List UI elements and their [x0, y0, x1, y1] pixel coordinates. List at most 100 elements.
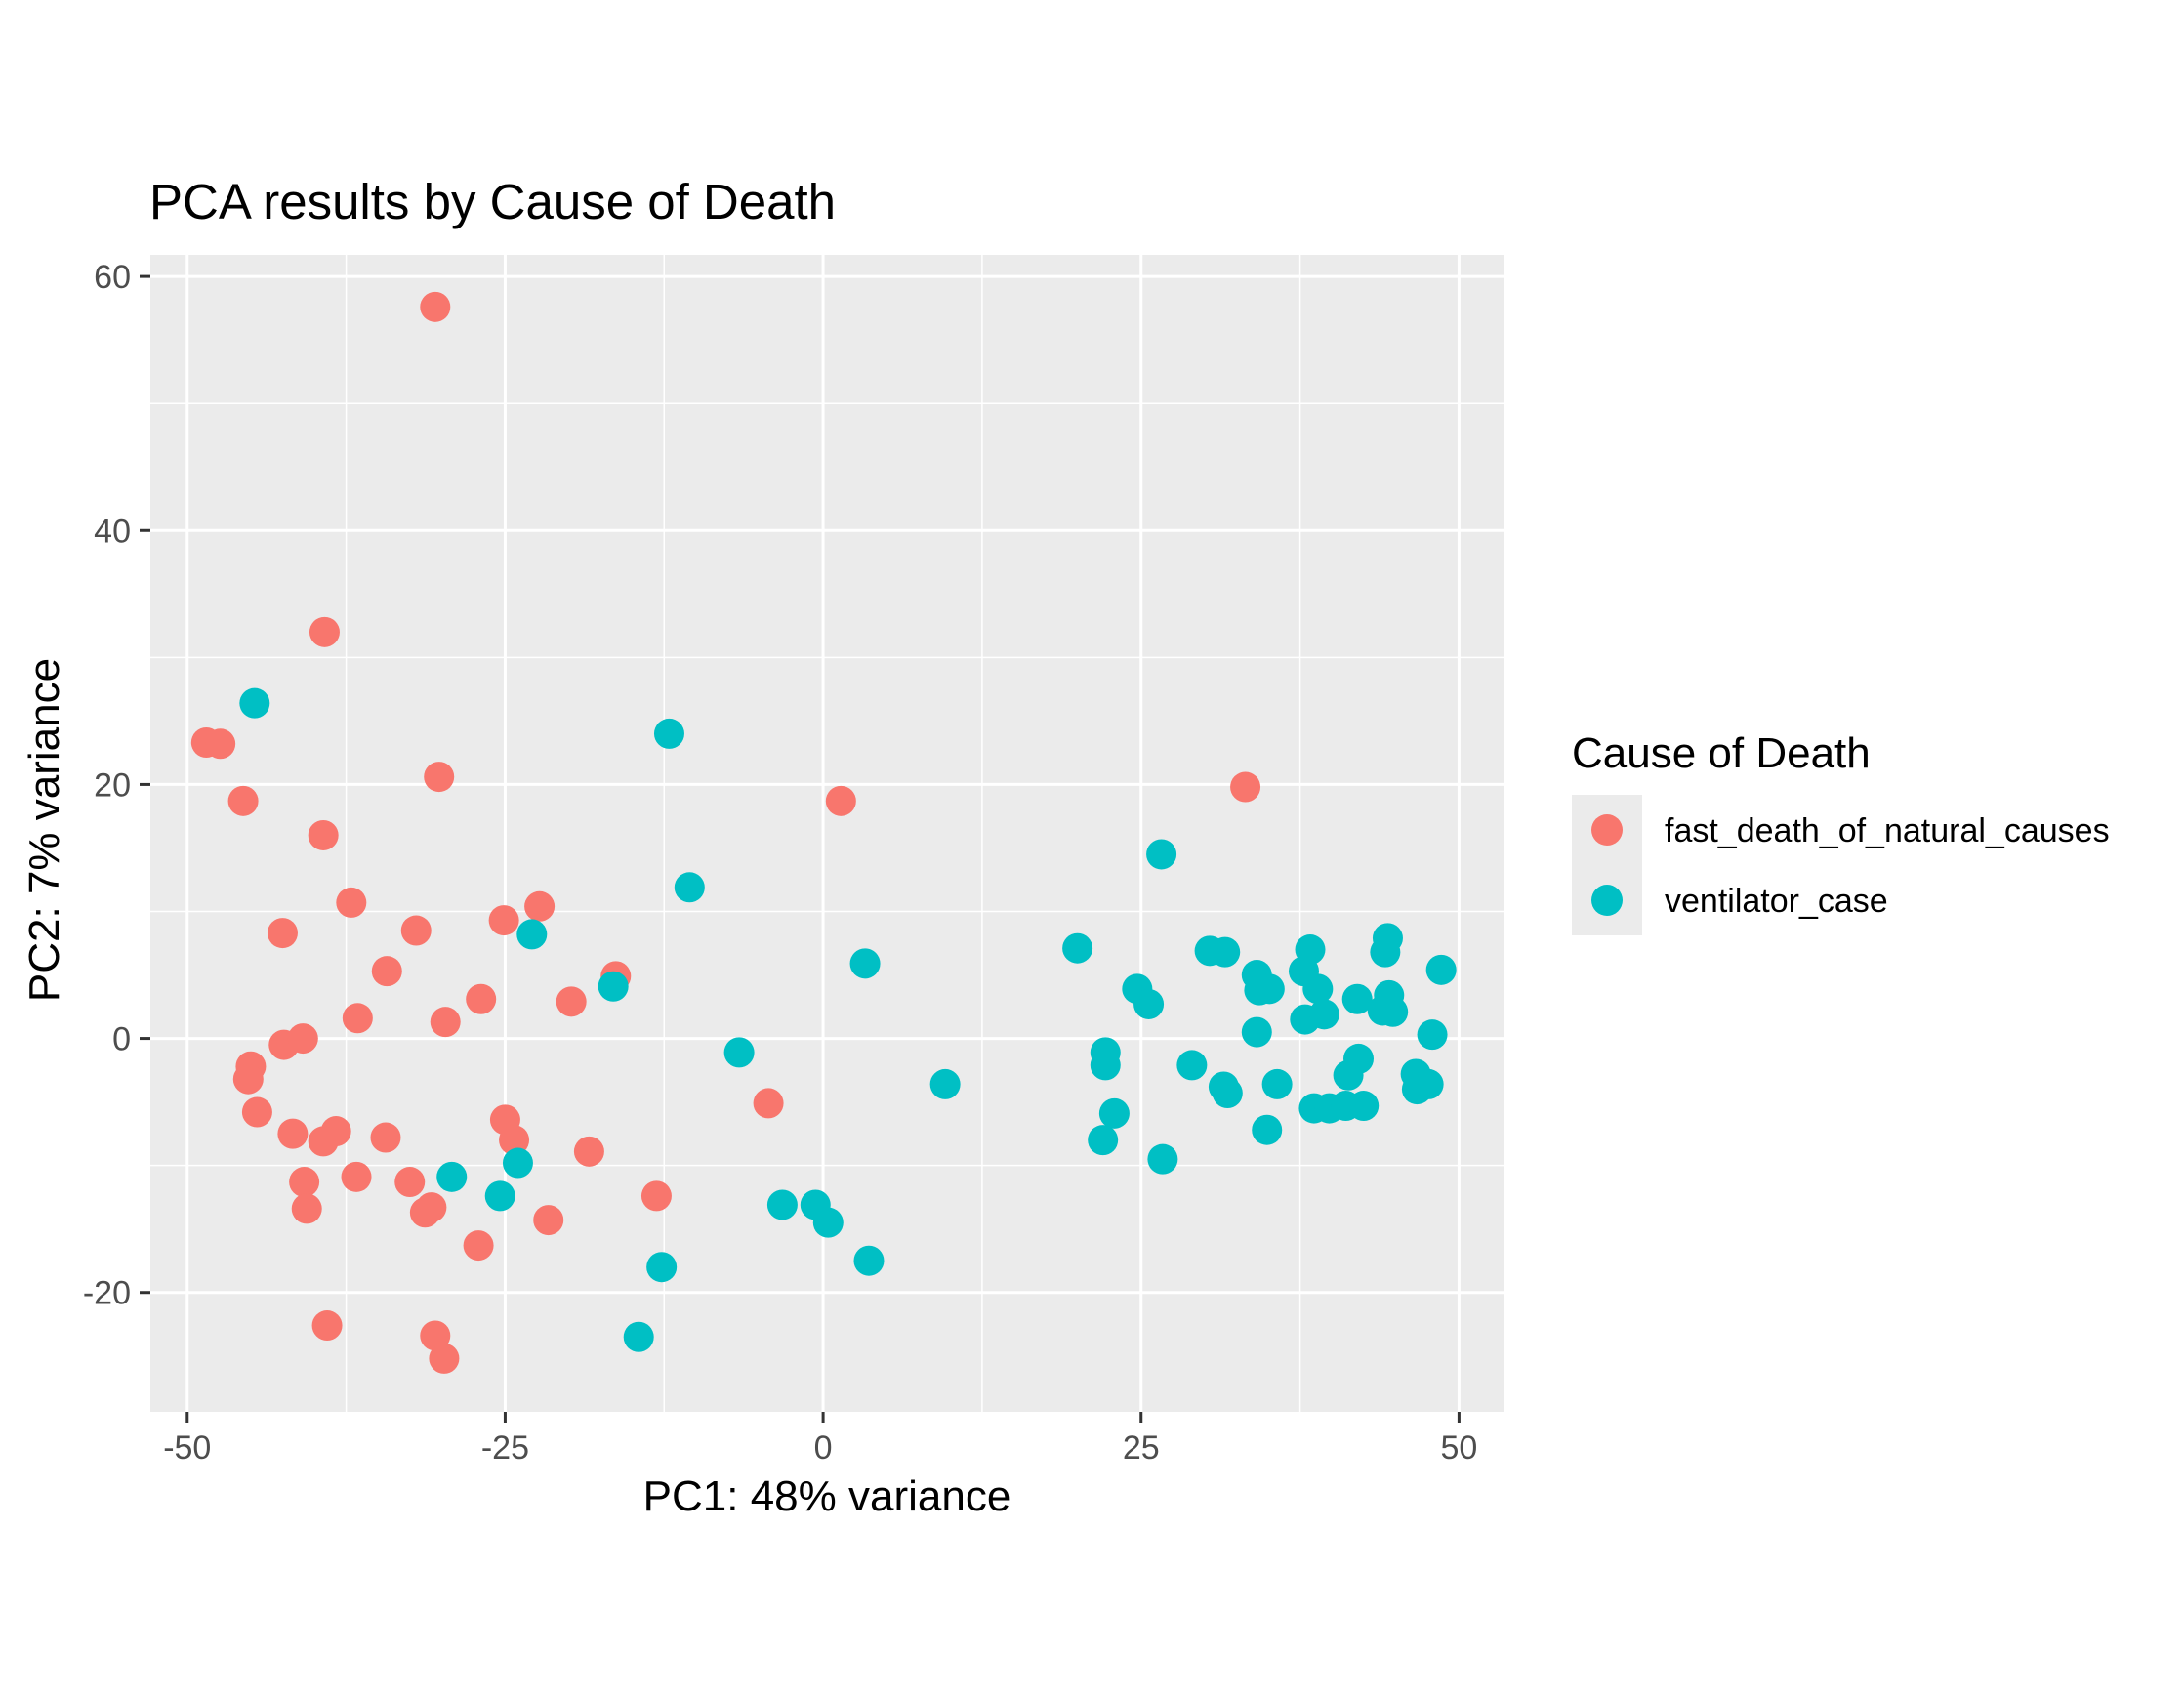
- data-point: [466, 983, 497, 1014]
- data-point: [277, 1118, 309, 1149]
- data-point: [1176, 1050, 1208, 1081]
- data-point: [516, 919, 548, 950]
- x-tick-label: 25: [1123, 1429, 1160, 1467]
- data-point: [227, 785, 259, 816]
- data-point: [342, 1003, 373, 1034]
- data-point: [598, 971, 629, 1002]
- x-axis-tick-labels: -50 -25 0 25 50: [163, 1429, 1477, 1467]
- data-point: [239, 687, 270, 719]
- data-point: [371, 956, 402, 987]
- data-point: [205, 728, 236, 760]
- x-tick-label: 50: [1440, 1429, 1477, 1467]
- series-fast-death-of-natural-causes: [190, 291, 1261, 1374]
- data-point: [1133, 988, 1165, 1019]
- y-tick-label: -20: [83, 1275, 131, 1312]
- data-point: [463, 1230, 494, 1262]
- data-point: [499, 1125, 530, 1156]
- legend-label-ventilator: ventilator_case: [1665, 883, 1888, 920]
- legend-label-fast-death: fast_death_of_natural_causes: [1665, 812, 2110, 849]
- data-points: [190, 291, 1457, 1374]
- x-tick-label: 0: [814, 1429, 833, 1467]
- data-point: [430, 1007, 461, 1038]
- data-point: [573, 1136, 604, 1167]
- axis-ticks: [140, 274, 1461, 1423]
- data-point: [524, 890, 556, 922]
- data-point: [929, 1068, 961, 1099]
- data-point: [241, 1096, 272, 1128]
- data-point: [1341, 983, 1373, 1014]
- data-point: [1254, 973, 1285, 1005]
- data-point: [308, 819, 339, 850]
- series-ventilator-case: [239, 687, 1457, 1352]
- data-point: [370, 1122, 401, 1153]
- data-point: [336, 887, 367, 918]
- data-point: [420, 1320, 451, 1351]
- data-point: [232, 1063, 264, 1095]
- legend-key-ventilator: [1591, 885, 1623, 916]
- chart-title: PCA results by Cause of Death: [149, 174, 836, 229]
- y-tick-label: 60: [94, 259, 131, 296]
- y-tick-label: 0: [112, 1021, 131, 1058]
- data-point: [653, 718, 684, 749]
- data-point: [812, 1207, 844, 1238]
- data-point: [424, 762, 455, 793]
- data-point: [400, 915, 432, 946]
- data-point: [825, 785, 856, 816]
- data-point: [416, 1192, 447, 1223]
- data-point: [291, 1193, 322, 1224]
- data-point: [341, 1161, 372, 1192]
- legend-title: Cause of Death: [1572, 729, 1871, 777]
- data-point: [1378, 996, 1409, 1027]
- data-point: [1090, 1050, 1121, 1081]
- data-point: [1261, 1068, 1293, 1099]
- y-tick-label: 20: [94, 766, 131, 804]
- data-point: [853, 1245, 885, 1276]
- data-point: [311, 1310, 343, 1342]
- data-point: [1372, 923, 1403, 954]
- data-point: [1230, 771, 1261, 803]
- data-point: [1295, 934, 1326, 966]
- y-tick-label: 40: [94, 513, 131, 550]
- x-tick-label: -25: [481, 1429, 529, 1467]
- data-point: [723, 1037, 755, 1068]
- data-point: [1413, 1068, 1444, 1099]
- data-point: [1098, 1097, 1130, 1129]
- data-point: [436, 1161, 468, 1192]
- data-point: [646, 1252, 678, 1283]
- y-axis-title: PC2: 7% variance: [21, 658, 68, 1002]
- data-point: [1210, 936, 1241, 968]
- data-point: [267, 918, 298, 949]
- minor-gridlines: [150, 255, 1504, 1412]
- data-point: [556, 986, 587, 1017]
- data-point: [488, 905, 519, 936]
- data-point: [1088, 1125, 1119, 1156]
- legend: Cause of Death fast_death_of_natural_cau…: [1572, 729, 2110, 935]
- data-point: [1343, 1043, 1374, 1074]
- data-point: [533, 1205, 564, 1236]
- data-point: [1348, 1091, 1380, 1122]
- data-point: [1252, 1114, 1283, 1145]
- data-point: [766, 1189, 798, 1220]
- data-point: [287, 1023, 318, 1055]
- data-point: [1212, 1078, 1243, 1109]
- x-tick-label: -50: [163, 1429, 211, 1467]
- legend-key-fast-death: [1591, 814, 1623, 846]
- data-point: [1241, 1016, 1272, 1048]
- data-point: [849, 948, 881, 979]
- data-point: [1302, 973, 1334, 1005]
- data-point: [429, 1343, 460, 1374]
- data-point: [309, 616, 340, 647]
- data-point: [1062, 932, 1093, 964]
- data-point: [674, 872, 705, 903]
- data-point: [308, 1126, 339, 1157]
- data-point: [623, 1321, 654, 1352]
- y-axis-tick-labels: -20 0 20 40 60: [83, 259, 131, 1312]
- data-point: [1308, 999, 1339, 1030]
- data-point: [484, 1180, 515, 1212]
- data-point: [640, 1180, 672, 1212]
- data-point: [1417, 1019, 1448, 1051]
- data-point: [1146, 839, 1177, 870]
- x-axis-title: PC1: 48% variance: [643, 1472, 1011, 1520]
- data-point: [1147, 1143, 1178, 1175]
